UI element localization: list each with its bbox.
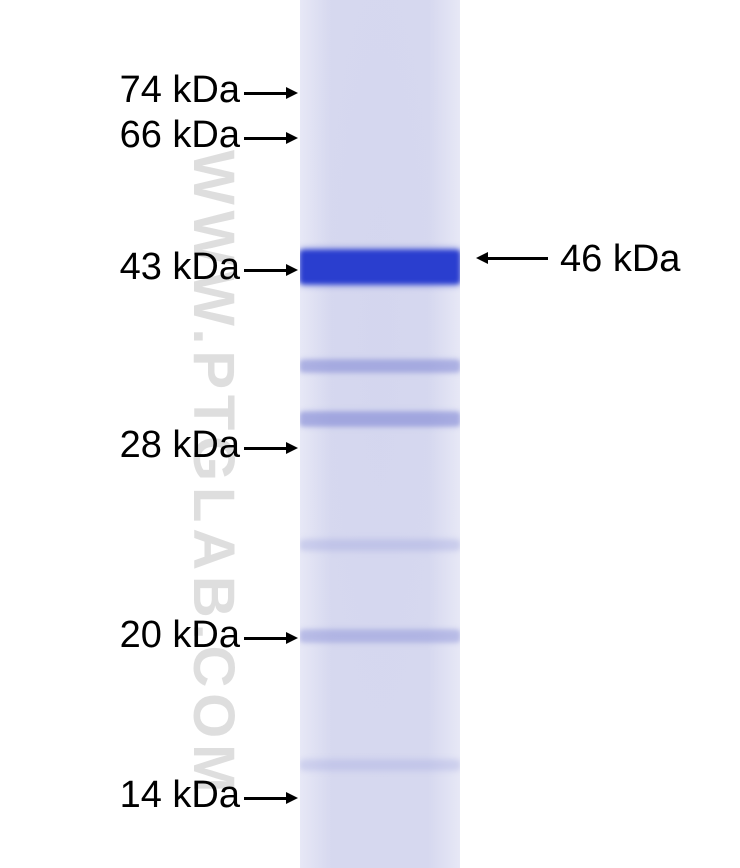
ladder-label: 74 kDa — [120, 69, 240, 112]
main-product-band — [300, 250, 460, 284]
ladder-label: 66 kDa — [120, 114, 240, 157]
ladder-label: 28 kDa — [120, 424, 240, 467]
gel-lane — [300, 0, 460, 868]
minor-band — [300, 630, 460, 642]
minor-band — [300, 360, 460, 372]
ladder-label: 20 kDa — [120, 614, 240, 657]
ladder-label: 14 kDa — [120, 774, 240, 817]
ladder-label: 43 kDa — [120, 246, 240, 289]
minor-band — [300, 760, 460, 770]
minor-band — [300, 540, 460, 550]
product-size-label: 46 kDa — [560, 238, 680, 281]
minor-band — [300, 412, 460, 426]
